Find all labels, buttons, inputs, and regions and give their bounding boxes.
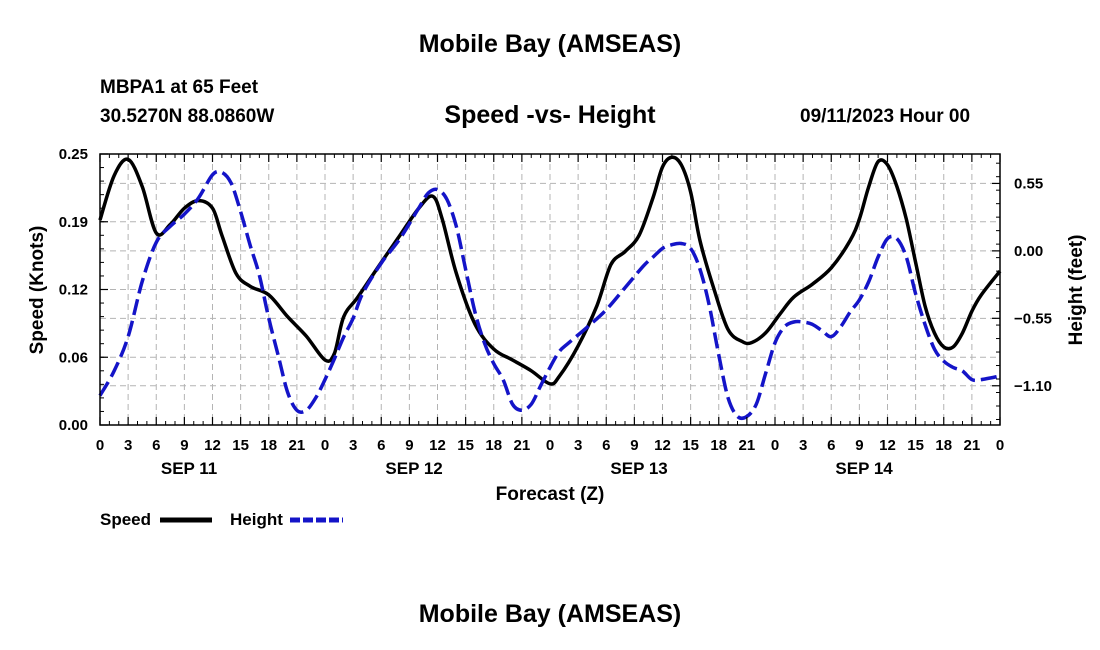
- day-label: SEP 11: [161, 459, 217, 478]
- x-tick-label: 21: [514, 437, 531, 454]
- x-tick-label: 3: [574, 437, 582, 454]
- x-tick-label: 21: [289, 437, 306, 454]
- y-axis-title: Speed (Knots): [27, 226, 48, 355]
- x-tick-label: 3: [349, 437, 357, 454]
- x-tick-label: 15: [907, 437, 924, 454]
- y2-axis-title: Height (feet): [1066, 235, 1087, 346]
- x-tick-label: 9: [855, 437, 863, 454]
- y-tick-label: 0.00: [59, 417, 88, 434]
- x-tick-label: 3: [124, 437, 132, 454]
- x-axis-title: Forecast (Z): [496, 484, 605, 505]
- x-tick-label: 12: [429, 437, 446, 454]
- x-tick-label: 21: [739, 437, 756, 454]
- x-tick-label: 15: [457, 437, 474, 454]
- legend-speed-label: Speed: [100, 510, 151, 529]
- x-tick-label: 21: [964, 437, 981, 454]
- x-tick-label: 9: [180, 437, 188, 454]
- grid-lines: [100, 154, 1000, 425]
- series-group: [98, 155, 1002, 421]
- y2-tick-label: −0.55: [1014, 310, 1052, 327]
- x-tick-label: 0: [321, 437, 329, 454]
- x-tick-label: 6: [827, 437, 835, 454]
- chart-title: Mobile Bay (AMSEAS): [418, 30, 682, 58]
- x-tick-label: 0: [96, 437, 104, 454]
- x-tick-label: 18: [935, 437, 952, 454]
- x-tick-label: 15: [232, 437, 249, 454]
- legend-height-label: Height: [230, 510, 283, 529]
- y-tick-label: 0.12: [59, 282, 88, 299]
- footer-title: Mobile Bay (AMSEAS): [418, 600, 682, 628]
- station-coordinates: 30.5270N 88.0860W: [100, 106, 275, 127]
- x-tick-label: 15: [682, 437, 699, 454]
- y2-tick-label: 0.00: [1014, 243, 1043, 260]
- x-tick-label: 0: [771, 437, 779, 454]
- x-tick-label: 0: [996, 437, 1004, 454]
- legend: Speed Height: [100, 510, 343, 529]
- x-tick-label: 9: [630, 437, 638, 454]
- station-label: MBPA1 at 65 Feet: [100, 77, 259, 98]
- forecast-datetime: 09/11/2023 Hour 00: [800, 106, 971, 127]
- x-tick-label: 0: [546, 437, 554, 454]
- x-tick-label: 6: [152, 437, 160, 454]
- height-series-line: [98, 169, 1001, 421]
- x-tick-label: 12: [879, 437, 896, 454]
- x-tick-label: 18: [710, 437, 727, 454]
- x-tick-label: 3: [799, 437, 807, 454]
- day-label: SEP 14: [835, 459, 893, 478]
- axis-labels: 0 3 6 9 12 15 18 21 0 3 6 9 12 15 18 21 0 3 6 9 12 15 18 21 0 3 6 9…: [59, 146, 1052, 478]
- y-tick-label: 0.25: [59, 146, 88, 163]
- x-tick-label: 18: [260, 437, 277, 454]
- x-tick-label: 6: [377, 437, 385, 454]
- x-tick-label: 12: [204, 437, 221, 454]
- y-tick-label: 0.06: [59, 349, 88, 366]
- day-label: SEP 13: [610, 459, 667, 478]
- x-tick-label: 6: [602, 437, 610, 454]
- y-tick-label: 0.19: [59, 214, 88, 231]
- x-tick-label: 18: [485, 437, 502, 454]
- x-tick-label: 9: [405, 437, 413, 454]
- chart-subtitle: Speed -vs- Height: [444, 101, 656, 129]
- y2-tick-label: −1.10: [1014, 378, 1052, 395]
- speed-series-line: [98, 155, 1002, 386]
- day-label: SEP 12: [385, 459, 442, 478]
- x-tick-label: 12: [654, 437, 671, 454]
- axis-ticks: [99, 153, 1001, 426]
- y2-tick-label: 0.55: [1014, 175, 1043, 192]
